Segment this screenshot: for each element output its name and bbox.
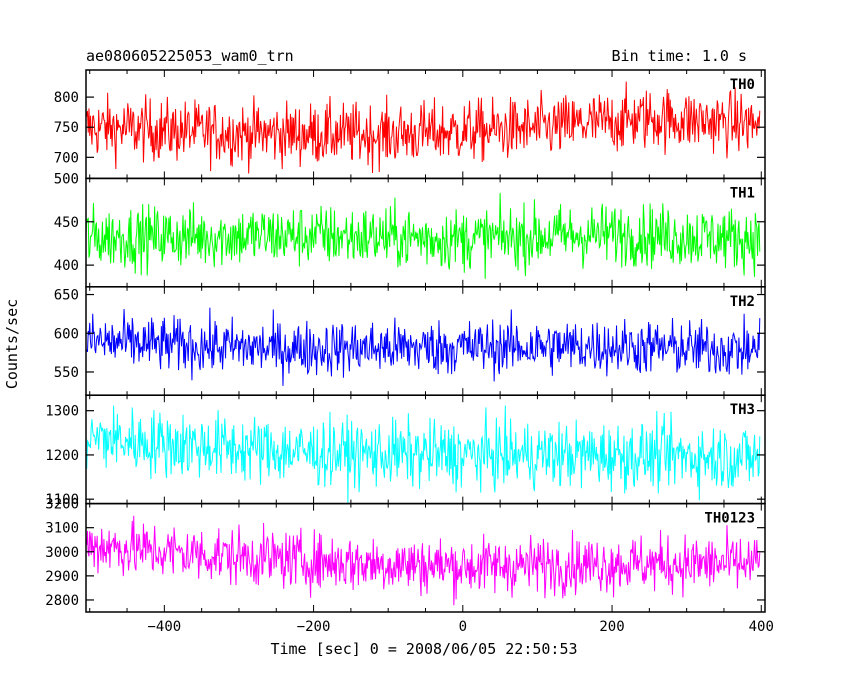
y-tick-label: 650 xyxy=(54,288,79,304)
y-tick-label: 700 xyxy=(54,150,79,166)
bin-time-label: Bin time: 1.0 s xyxy=(612,47,747,65)
series-th0-line xyxy=(85,81,761,174)
chart-title: ae080605225053_wam0_trn xyxy=(86,47,294,65)
x-axis: −400 −200 0 200 400 xyxy=(147,619,773,635)
y-tick-label: 800 xyxy=(54,90,79,106)
panel-label-th0123: TH0123 xyxy=(704,511,755,527)
x-tick-label: −400 xyxy=(147,619,181,635)
y-tick-label: 3100 xyxy=(45,521,79,537)
series-th2-line xyxy=(85,307,761,386)
y-tick-label: 1300 xyxy=(45,404,79,420)
x-tick-label: 0 xyxy=(459,619,467,635)
series-th3-line xyxy=(85,405,761,504)
panel-label-th3: TH3 xyxy=(730,402,755,418)
y-axis-label: Counts/sec xyxy=(3,299,21,389)
y-tick-label: 400 xyxy=(54,258,79,274)
panel-th3: 1100 1200 1300 TH3 xyxy=(45,394,766,508)
y-tick-label: 3200 xyxy=(45,497,79,513)
series-th0123-line xyxy=(85,515,761,606)
y-tick-label: 750 xyxy=(54,120,79,136)
y-tick-label: 3000 xyxy=(45,545,79,561)
panels-group: 700 750 800 TH0 400 450 500 TH1 550 600 650 TH2 1100… xyxy=(45,69,766,613)
panel-frame xyxy=(85,394,766,505)
panel-th0123: 2800 2900 3000 3100 3200 TH0123 xyxy=(45,497,766,613)
panel-label-th2: TH2 xyxy=(730,294,755,310)
panel-th2: 550 600 650 TH2 xyxy=(54,286,766,396)
x-tick-label: 200 xyxy=(599,619,624,635)
y-tick-label: 2800 xyxy=(45,593,79,609)
y-tick-label: 500 xyxy=(54,171,79,187)
y-tick-label: 600 xyxy=(54,326,79,342)
series-th1-line xyxy=(85,192,761,279)
panel-th0: 700 750 800 TH0 xyxy=(54,69,766,180)
panel-frame xyxy=(85,69,766,180)
x-tick-label: −200 xyxy=(297,619,331,635)
y-tick-label: 450 xyxy=(54,215,79,231)
panel-th1: 400 450 500 TH1 xyxy=(54,171,766,288)
y-tick-label: 1200 xyxy=(45,448,79,464)
y-tick-label: 550 xyxy=(54,365,79,381)
panel-label-th0: TH0 xyxy=(730,77,755,93)
y-tick-label: 1100 xyxy=(45,492,79,508)
x-axis-label: Time [sec] 0 = 2008/06/05 22:50:53 xyxy=(270,640,577,658)
y-tick-label: 2900 xyxy=(45,569,79,585)
x-tick-label: 400 xyxy=(749,619,774,635)
panel-label-th1: TH1 xyxy=(730,185,755,201)
